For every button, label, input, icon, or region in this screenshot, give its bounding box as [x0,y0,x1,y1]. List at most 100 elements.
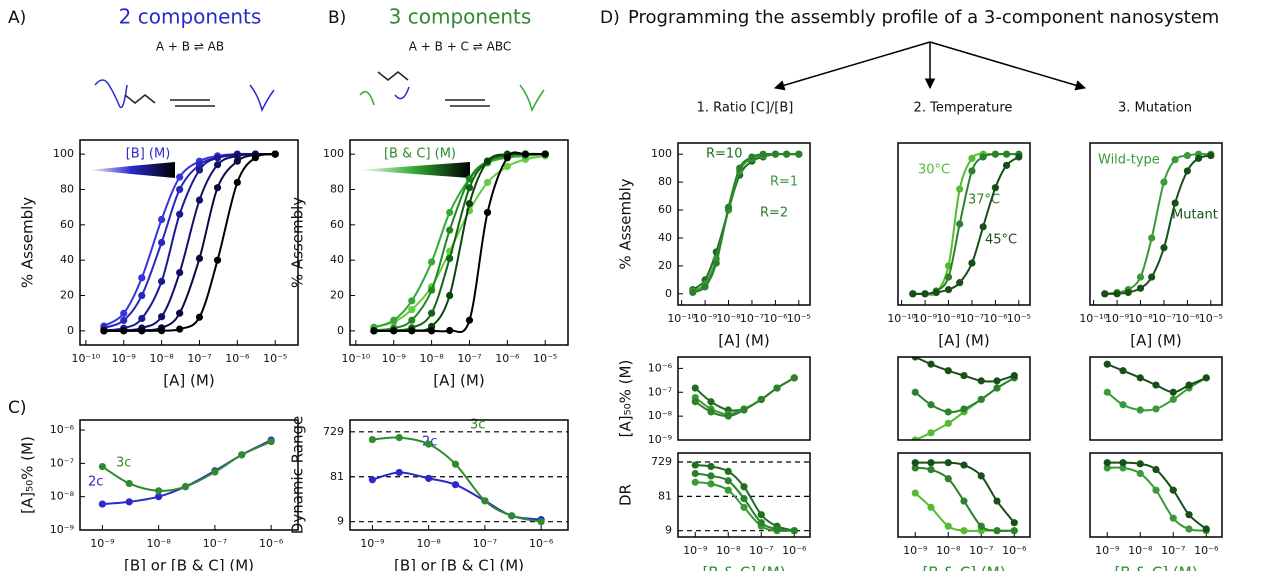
plot-frame [897,356,1031,441]
data-point [1103,360,1111,368]
x-tick-label: 10⁻⁶ [1002,544,1027,557]
data-point [724,412,732,420]
data-point [689,288,697,297]
data-point [1136,273,1145,281]
x-tick-label: 10⁻⁸ [417,537,442,550]
data-point [155,493,163,501]
data-point [1103,459,1111,467]
data-point [1119,459,1127,467]
fit-line [692,152,799,294]
x-tick-label: 10⁻⁹ [382,352,406,365]
x-tick-label: 10⁻⁷ [749,544,773,557]
data-point [1207,151,1215,160]
data-point [740,483,748,491]
data-point [691,461,699,469]
data-point [1169,486,1177,494]
data-point [1185,511,1193,519]
data-point [176,268,184,277]
y-axis-label: % Assembly [289,197,307,288]
fit-line [373,153,546,332]
data-point [138,274,146,282]
data-point [977,472,985,480]
x-tick-label: 10⁻⁸ [936,312,961,325]
plot-frame [897,452,1031,538]
data-point [771,150,779,158]
plot-area [368,433,545,526]
fit-line [103,153,276,332]
data-point [120,327,128,335]
data-point [176,173,184,181]
data-point [1171,156,1179,164]
data-point [1185,525,1193,533]
data-point [707,480,715,488]
x-tick-label: 10⁻⁹ [1105,312,1129,325]
data-point [944,475,952,483]
plot-frame [677,452,811,538]
y-tick-label: 10⁻⁷ [648,385,672,398]
plot-area [689,150,803,297]
fit-line [103,153,276,327]
data-point [790,527,798,535]
x-tick-label: 10⁻⁵ [1199,312,1223,325]
data-point [428,309,436,317]
arrow [773,41,931,91]
x-tick-label: 10⁻⁶ [1175,312,1200,325]
x-axis-label: [A] (M) [1130,332,1181,350]
data-point [691,469,699,478]
data-point [213,161,222,169]
fit-line [1107,466,1207,532]
data-point [1160,244,1168,252]
x-tick-label: 10⁻⁸ [1128,544,1153,557]
y-axis-label: Dynamic Range [289,416,307,534]
x-tick-label: 10⁻⁶ [983,312,1008,325]
data-point [428,327,436,335]
data-point [1152,465,1160,474]
x-tick-label: 10⁻⁷ [1161,544,1185,557]
data-point [1152,405,1160,413]
y-tick-label: 60 [60,218,74,231]
data-point [944,522,952,530]
reaction: A + B + C ⇌ ABC [409,40,511,54]
arrow [929,41,1087,91]
data-point [712,259,720,267]
y-axis-label: DR [617,484,635,506]
data-point [395,433,403,442]
plot-area [370,150,549,335]
y-tick-label: 20 [658,259,672,272]
plot-area [1103,459,1210,535]
data-point [960,371,968,380]
data-point [1185,381,1193,389]
y-tick-label: 9 [665,524,672,537]
data-point [98,500,106,508]
data-point [271,150,279,158]
fit-line [373,153,546,329]
data-point [395,468,403,477]
data-point [701,283,709,291]
fit-line [373,151,546,334]
y-tick-label: 40 [330,253,344,266]
y-tick-label: 10⁻⁹ [648,433,672,446]
data-point [465,184,474,192]
data-point [740,495,748,503]
data-point [138,291,146,300]
data-point [138,327,146,335]
column-title: 3. Mutation [1118,101,1192,116]
data-point [503,154,511,162]
series-label: R=1 [770,175,798,190]
plot-area [1101,150,1215,298]
x-tick-label: 10⁻⁶ [782,544,807,557]
x-tick-label: 10⁻⁷ [1152,312,1176,325]
x-axis-label: [B] or [B & C] (M) [394,557,524,571]
data-point [911,436,919,440]
chart-title: 3 components [389,5,532,29]
y-tick-label: 100 [651,147,672,160]
data-point [927,429,935,437]
data-point [707,472,715,480]
x-tick-label: 10⁻⁹ [693,312,717,325]
data-point [1119,367,1127,375]
plot-frame [1089,356,1223,441]
data-point [408,327,416,335]
y-axis-label: [A]₅₀% (M) [617,360,635,438]
data-point [176,210,184,218]
y-tick-label: 10⁻⁸ [648,409,673,422]
